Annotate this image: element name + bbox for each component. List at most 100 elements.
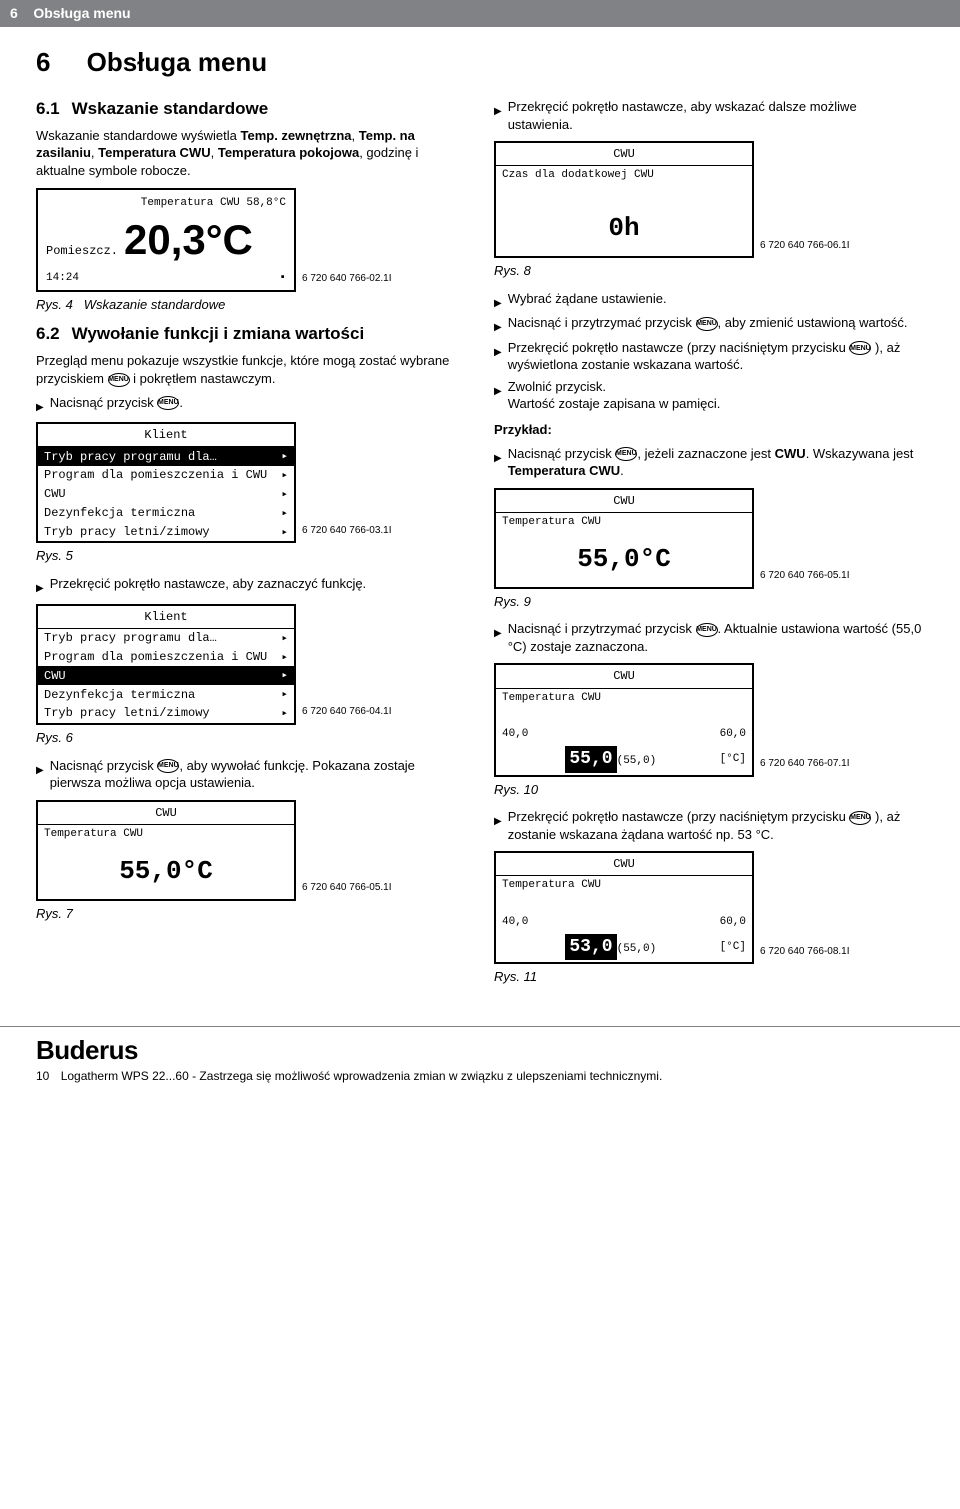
list-item: Program dla pomieszczenia i CWU <box>38 466 294 485</box>
triangle-icon <box>494 381 502 399</box>
bullet: Nacisnąć przycisk MENU, aby wywołać funk… <box>36 757 466 792</box>
triangle-icon <box>494 101 502 119</box>
sec-num: 6.1 <box>36 98 60 121</box>
fig4: Temperatura CWU 58,8°C Pomieszcz. 20,3°C… <box>36 188 466 292</box>
selected-val: 53,0 <box>565 934 616 960</box>
lcd-sub: Czas dla dodatkowej CWU <box>496 166 752 185</box>
triangle-icon <box>36 760 44 778</box>
menu-icon: MENU <box>696 317 718 331</box>
menu-icon: MENU <box>696 623 718 637</box>
menu-icon: MENU <box>615 447 637 461</box>
chevron-right-icon <box>281 505 288 522</box>
lcd-value: CWU Czas dla dodatkowej CWU 0h <box>494 141 754 258</box>
list-item: CWU <box>38 666 294 685</box>
brand-logo: Buderus <box>36 1033 662 1068</box>
lcd-sub: Temperatura CWU <box>496 513 752 532</box>
menu-icon: MENU <box>157 759 179 773</box>
lcd-title: CWU <box>496 853 752 875</box>
section-6-1: 6.1 Wskazanie standardowe <box>36 98 466 121</box>
lcd-value: 55,0°C <box>496 532 752 587</box>
lcd-standard: Temperatura CWU 58,8°C Pomieszcz. 20,3°C… <box>36 188 296 292</box>
chevron-right-icon <box>281 467 288 484</box>
list-item: Tryb pracy programu dla… <box>38 447 294 466</box>
fig9: CWU Temperatura CWU 55,0°C 6 720 640 766… <box>494 488 924 589</box>
bullet: Nacisnąć i przytrzymać przycisk MENU, ab… <box>494 314 924 335</box>
page-number: 10 <box>36 1069 49 1083</box>
list-item: Tryb pracy letni/zimowy <box>38 523 294 542</box>
page-footer: Buderus 10 Logatherm WPS 22...60 - Zastr… <box>0 1026 960 1094</box>
lcd-value: CWU Temperatura CWU 55,0°C <box>36 800 296 901</box>
fig10-caption: Rys. 10 <box>494 781 924 799</box>
lcd-adjust: CWU Temperatura CWU 40,0 60,0 53,0(55,0)… <box>494 851 754 964</box>
section-6-2: 6.2 Wywołanie funkcji i zmiana wartości <box>36 323 466 346</box>
lcd-menu: Klient Tryb pracy programu dla… Program … <box>36 422 296 543</box>
fig4-code: 6 720 640 766-02.1I <box>302 272 392 286</box>
lcd-value: CWU Temperatura CWU 55,0°C <box>494 488 754 589</box>
max-val: 60,0 <box>720 915 746 930</box>
bullet: Przekręcić pokrętło nastawcze, aby zazna… <box>36 575 466 596</box>
example-heading: Przykład: <box>494 422 552 437</box>
chevron-right-icon <box>281 705 288 722</box>
lcd-title: CWU <box>496 490 752 512</box>
fig7-caption: Rys. 7 <box>36 905 466 923</box>
bullet: Nacisnąć i przytrzymać przycisk MENU. Ak… <box>494 620 924 655</box>
fig8-code: 6 720 640 766-06.1I <box>760 239 850 253</box>
menu-icon: MENU <box>157 396 179 410</box>
lcd-title: CWU <box>496 143 752 165</box>
triangle-icon <box>36 397 44 415</box>
header-page: 6 <box>10 5 18 21</box>
unit: [°C] <box>720 752 746 767</box>
chevron-right-icon <box>281 630 288 647</box>
lcd-title: CWU <box>496 665 752 687</box>
left-column: 6.1 Wskazanie standardowe Wskazanie stan… <box>36 98 466 996</box>
list-item: Tryb pracy programu dla… <box>38 629 294 648</box>
lcd-value: 55,0°C <box>38 844 294 899</box>
chevron-right-icon <box>281 486 288 503</box>
chevron-right-icon <box>281 686 288 703</box>
lcd-top: Temperatura CWU 58,8°C <box>38 190 294 213</box>
room-label: Pomieszcz. <box>46 243 118 259</box>
bullet: Wybrać żądane ustawienie. <box>494 290 924 311</box>
page-header: 6 Obsługa menu <box>0 0 960 27</box>
max-val: 60,0 <box>720 727 746 742</box>
chapter-text: Obsługa menu <box>87 47 268 77</box>
triangle-icon <box>494 317 502 335</box>
paren-val: (55,0) <box>617 943 657 955</box>
bullet: Przekręcić pokrętło nastawcze (przy naci… <box>494 339 924 374</box>
list-item: Program dla pomieszczenia i CWU <box>38 648 294 667</box>
list-item: Dezynfekcja termiczna <box>38 504 294 523</box>
lcd-title: CWU <box>38 802 294 824</box>
chevron-right-icon <box>281 524 288 541</box>
room-val: 20,3°C <box>124 212 253 269</box>
fig8: CWU Czas dla dodatkowej CWU 0h 6 720 640… <box>494 141 924 258</box>
fig11-code: 6 720 640 766-08.1I <box>760 945 850 959</box>
fig5-caption: Rys. 5 <box>36 547 466 565</box>
triangle-icon <box>494 293 502 311</box>
fig6: Klient Tryb pracy programu dla… Program … <box>36 604 466 725</box>
chapter-title: 6 Obsługa menu <box>36 45 924 80</box>
list-item: CWU <box>38 485 294 504</box>
footer-note: Logatherm WPS 22...60 - Zastrzega się mo… <box>61 1069 663 1083</box>
sec-num: 6.2 <box>36 323 60 346</box>
fig6-caption: Rys. 6 <box>36 729 466 747</box>
fig4-caption: Rys. 4 Wskazanie standardowe <box>36 296 466 314</box>
sec-title: Wywołanie funkcji i zmiana wartości <box>72 323 365 346</box>
fig5-code: 6 720 640 766-03.1I <box>302 524 392 538</box>
status-icon: ▪ <box>279 271 286 286</box>
min-val: 40,0 <box>502 915 528 930</box>
chevron-right-icon <box>281 448 288 465</box>
fig9-code: 6 720 640 766-05.1I <box>760 569 850 583</box>
bullet: Przekręcić pokrętło nastawcze (przy naci… <box>494 808 924 843</box>
chevron-right-icon <box>281 649 288 666</box>
list-item: Dezynfekcja termiczna <box>38 685 294 704</box>
lcd-sub: Temperatura CWU <box>496 876 752 895</box>
fig10: CWU Temperatura CWU 40,0 60,0 55,0(55,0)… <box>494 663 924 776</box>
min-val: 40,0 <box>502 727 528 742</box>
fig11-caption: Rys. 11 <box>494 968 924 986</box>
header-section: Obsługa menu <box>33 5 130 21</box>
sec-title: Wskazanie standardowe <box>72 98 269 121</box>
paren-val: (55,0) <box>617 755 657 767</box>
bullet: Przekręcić pokrętło nastawcze, aby wskaz… <box>494 98 924 133</box>
fig11: CWU Temperatura CWU 40,0 60,0 53,0(55,0)… <box>494 851 924 964</box>
menu-icon: MENU <box>849 811 871 825</box>
